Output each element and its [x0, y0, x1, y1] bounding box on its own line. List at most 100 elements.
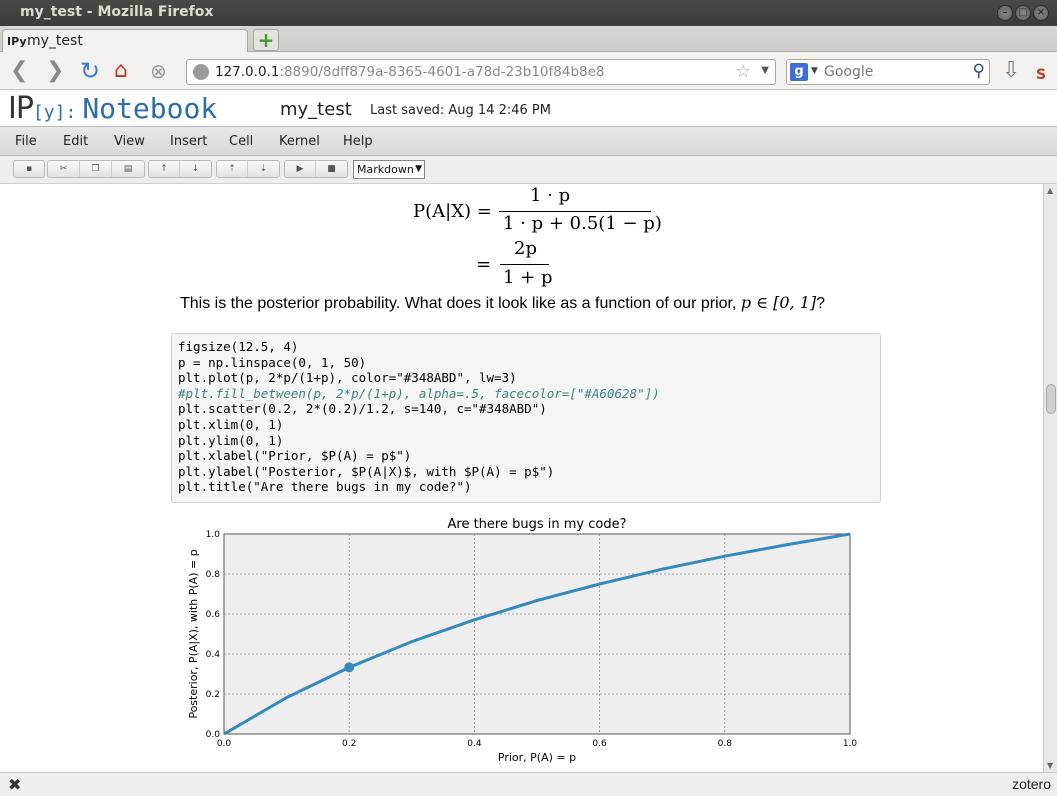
run-group: ▶ ■	[284, 160, 348, 178]
engine-dropdown-icon[interactable]: ▼	[811, 66, 818, 76]
run-icon[interactable]: ▶	[285, 161, 317, 177]
minimize-icon[interactable]: –	[997, 5, 1013, 21]
move-down-icon[interactable]: ↓	[191, 164, 200, 174]
ipython-header: IP[y]: Notebook my_test Last saved: Aug 1…	[0, 90, 1057, 126]
code-line: plt.plot(p, 2*p/(1+p), color="#348ABD", …	[178, 370, 517, 386]
window-title: my_test - Mozilla Firefox	[20, 4, 214, 20]
notebook-menubar: File Edit View Insert Cell Kernel Help	[0, 126, 1057, 156]
url-bar[interactable]: 127.0.0.1:8890/8dff879a-8365-4601-a78d-2…	[186, 59, 776, 85]
save-icon[interactable]: ▪	[25, 164, 33, 174]
x-tick-label: 0.2	[342, 739, 356, 749]
move-up-icon[interactable]: ↑	[149, 161, 181, 177]
y-tick-label: 0.0	[206, 730, 221, 740]
x-axis-label: Prior, P(A) = p	[498, 751, 576, 764]
markdown-paragraph: This is the posterior probability. What …	[180, 293, 826, 312]
close-addon-bar-icon[interactable]: ✖	[8, 775, 22, 794]
notebook-toolbar: ▪ ✂ ❐ ▤ ↑ ↓ ⇡ ⇣ ▶ ■ Markdown ▼	[0, 156, 1057, 184]
menu-help[interactable]: Help	[343, 134, 373, 149]
code-line: figsize(12.5, 4)	[178, 339, 299, 354]
back-icon[interactable]: ❮	[10, 58, 29, 83]
scroll-down-icon[interactable]: ▼	[1047, 761, 1054, 770]
cut-icon[interactable]: ✂	[48, 161, 80, 177]
equation-equals: =	[476, 254, 492, 275]
x-tick-label: 1.0	[843, 739, 858, 749]
move-group: ↑ ↓	[148, 160, 212, 178]
equation-denominator: 1 · p + 0.5(1 − p)	[503, 213, 662, 234]
new-tab-button[interactable]: +	[253, 29, 279, 51]
equation-numerator: 1 · p	[530, 185, 571, 206]
last-saved-status: Last saved: Aug 14 2:46 PM	[370, 103, 551, 118]
code-line: p = np.linspace(0, 1, 50)	[178, 354, 367, 370]
insert-above-icon[interactable]: ⇡	[217, 161, 249, 177]
output-plot: 0.0 0.2 0.4 0.6 0.8 1.0 0.0 0.2 0.4 0.6 0.8 1.0 Are…	[187, 517, 858, 764]
bookmark-star-icon[interactable]: ☆	[734, 61, 751, 82]
y-axis-label: Posterior, P(A|X), with P(A) = p	[187, 549, 200, 718]
navigation-bar: ❮ ❯ ↻ ⌂ ⊗ 127.0.0.1:8890/8dff879a-8365-4…	[0, 52, 1057, 90]
stop-icon[interactable]: ⊗	[150, 59, 167, 83]
cell-type-select[interactable]: Markdown ▼	[353, 160, 425, 179]
fraction-bar	[500, 264, 549, 265]
insert-below-icon[interactable]: ⇣	[259, 164, 268, 174]
plot-area	[223, 533, 851, 735]
menu-cell[interactable]: Cell	[229, 134, 254, 149]
google-engine-icon[interactable]: g	[790, 63, 808, 81]
equation2-denominator: 1 + p	[503, 267, 553, 288]
x-tick-label: 0.0	[217, 739, 232, 749]
search-input[interactable]: Google	[824, 64, 874, 80]
tab-bar: IPy my_test +	[0, 26, 1057, 53]
chart-title: Are there bugs in my code?	[448, 517, 627, 532]
code-line: #plt.fill_between(p, 2*p/(1+p), alpha=.5…	[178, 385, 660, 401]
search-icon[interactable]: ⚲	[972, 61, 985, 81]
series-line	[223, 532, 851, 736]
grid	[224, 534, 850, 734]
maximize-icon[interactable]: □	[1015, 5, 1031, 21]
ipython-logo: IP[y]: Notebook	[8, 91, 218, 126]
addon-icon[interactable]: S	[1036, 67, 1047, 83]
code-line: plt.ylabel("Posterior, $P(A|X)$, with $P…	[178, 463, 555, 479]
reload-icon[interactable]: ↻	[80, 57, 101, 85]
menu-view[interactable]: View	[114, 134, 145, 149]
menu-kernel[interactable]: Kernel	[279, 134, 320, 149]
download-icon[interactable]: ⇩	[1002, 58, 1021, 83]
y-tick-label: 0.8	[206, 570, 221, 580]
url-dropdown-icon[interactable]: ▼	[761, 65, 769, 76]
y-tick-label: 0.6	[206, 610, 221, 620]
fraction-bar	[499, 211, 651, 212]
code-line: plt.xlabel("Prior, $P(A) = p$")	[178, 448, 412, 464]
home-icon[interactable]: ⌂	[114, 58, 128, 83]
site-identity-icon[interactable]	[193, 64, 209, 80]
vertical-scrollbar[interactable]: ▲ ▼	[1043, 184, 1057, 772]
y-tick-label: 0.2	[206, 690, 220, 700]
search-bar[interactable]: g ▼ Google ⚲	[786, 59, 990, 85]
code-cell[interactable]: figsize(12.5, 4) p = np.linspace(0, 1, 5…	[171, 333, 881, 503]
scroll-thumb[interactable]	[1046, 384, 1056, 414]
y-tick-label: 0.4	[206, 650, 221, 660]
close-window-icon[interactable]: ×	[1033, 5, 1049, 21]
ticks: 0.0 0.2 0.4 0.6 0.8 1.0 0.0 0.2 0.4 0.6 0.8 1.0	[206, 530, 858, 749]
zotero-button[interactable]: zotero	[1012, 776, 1051, 792]
tab-my-test[interactable]: IPy my_test	[2, 29, 248, 53]
scroll-up-icon[interactable]: ▲	[1047, 186, 1054, 195]
y-tick-label: 1.0	[206, 530, 221, 540]
url-text: 127.0.0.1:8890/8dff879a-8365-4601-a78d-2…	[215, 64, 605, 80]
notebook-name[interactable]: my_test	[280, 99, 352, 120]
status-bar: ✖ zotero	[0, 772, 1057, 796]
paste-icon[interactable]: ▤	[123, 164, 133, 174]
code-line: plt.scatter(0.2, 2*(0.2)/1.2, s=140, c="…	[178, 401, 547, 417]
ipython-favicon-icon: IPy	[7, 35, 27, 48]
code-line: plt.xlim(0, 1)	[178, 416, 284, 432]
code-line: plt.ylim(0, 1)	[178, 432, 284, 448]
equation2-numerator: 2p	[514, 238, 537, 259]
menu-insert[interactable]: Insert	[170, 134, 208, 149]
menu-file[interactable]: File	[15, 134, 37, 149]
forward-icon[interactable]: ❯	[46, 58, 65, 83]
menu-edit[interactable]: Edit	[63, 134, 89, 149]
code-input[interactable]: figsize(12.5, 4) p = np.linspace(0, 1, 5…	[178, 339, 660, 495]
stop-kernel-icon[interactable]: ■	[327, 164, 336, 174]
save-group: ▪	[13, 160, 45, 178]
notebook-area: P(A|X) = 1 · p 1 · p + 0.5(1 − p) = 2p 1…	[0, 184, 1043, 772]
chevron-down-icon: ▼	[415, 164, 422, 174]
code-line: plt.title("Are there bugs in my code?")	[178, 479, 472, 495]
copy-icon[interactable]: ❐	[80, 161, 112, 177]
x-tick-label: 0.6	[592, 739, 607, 749]
